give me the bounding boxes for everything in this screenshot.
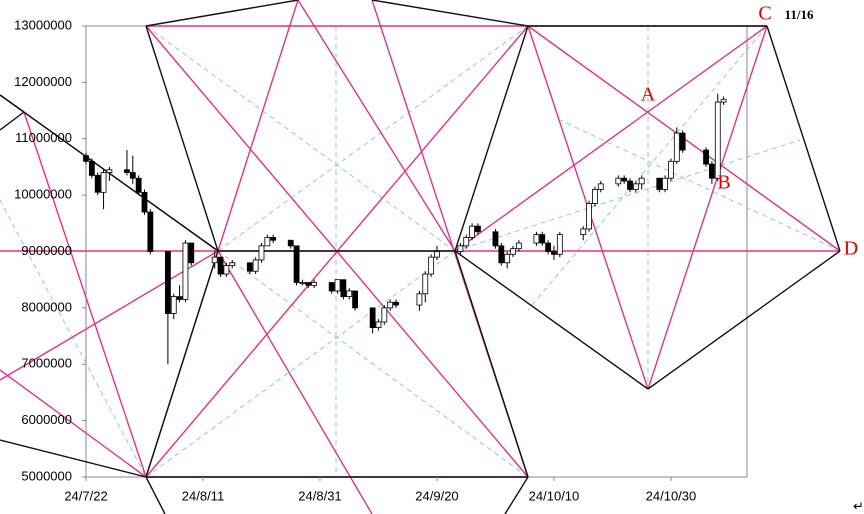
candle-body	[592, 189, 598, 204]
candle-body	[387, 301, 394, 309]
candle-body	[369, 307, 376, 329]
x-tick-label: 24/9/20	[415, 488, 458, 503]
candle-body	[668, 160, 674, 179]
y-tick-label: 13000000	[14, 17, 72, 32]
y-tick-label: 5000000	[21, 468, 72, 483]
y-tick-label: 12000000	[14, 74, 72, 89]
annotation: B	[717, 172, 730, 194]
candle-body	[457, 245, 464, 252]
candle-body	[545, 242, 552, 252]
candle-body	[463, 237, 470, 247]
footer-mark: ↵	[853, 498, 864, 513]
candle-body	[551, 251, 557, 255]
candle-body	[182, 242, 189, 300]
candle-body	[223, 265, 230, 275]
y-tick-label: 6000000	[21, 412, 72, 427]
candle-body	[346, 290, 353, 297]
candle-body	[662, 177, 669, 190]
candle-body	[170, 296, 177, 314]
candle-body	[422, 273, 429, 295]
annotation: 11/16	[785, 7, 814, 22]
candle-body	[129, 172, 136, 179]
y-tick-label: 10000000	[14, 187, 72, 202]
y-tick-label: 7000000	[21, 356, 72, 371]
annotation: A	[641, 84, 656, 106]
candle-body	[375, 321, 382, 329]
candle-body	[100, 172, 107, 193]
y-tick-label: 8000000	[21, 299, 72, 314]
x-tick-label: 24/8/31	[298, 488, 341, 503]
candle-body	[94, 174, 101, 193]
candle-body	[334, 279, 341, 292]
candle-body	[176, 296, 183, 300]
candle-body	[416, 293, 423, 306]
candle-body	[217, 256, 224, 275]
candle-body	[246, 262, 253, 272]
candle-body	[632, 183, 639, 190]
candle-body	[164, 251, 171, 314]
x-tick-label: 24/10/10	[529, 488, 580, 503]
candle-body	[124, 169, 130, 173]
candle-body	[556, 234, 563, 255]
candle-body	[621, 177, 628, 182]
candle-body	[299, 282, 306, 284]
candle-body	[515, 242, 522, 250]
annotation: D	[844, 238, 858, 260]
y-tick-label: 11000000	[15, 130, 72, 145]
candle-body	[714, 101, 721, 179]
candle-body	[211, 256, 218, 264]
candle-body	[533, 234, 540, 244]
candle-body	[656, 177, 663, 190]
candle-body	[679, 132, 686, 151]
candle-body	[83, 155, 89, 162]
candle-body	[252, 259, 259, 272]
candle-body	[264, 237, 271, 247]
candle-body	[328, 282, 335, 292]
candle-body	[504, 253, 511, 264]
candle-body	[638, 177, 645, 185]
candle-body	[188, 242, 195, 264]
candle-body	[709, 163, 715, 179]
candle-body	[586, 203, 592, 230]
candle-body	[287, 239, 294, 247]
candle-body	[539, 234, 546, 244]
candle-body	[720, 98, 727, 103]
annotation: C	[758, 3, 771, 25]
candle-body	[141, 191, 148, 213]
candle-body	[311, 282, 318, 286]
candle-body	[393, 301, 399, 306]
x-tick-label: 24/7/22	[64, 488, 107, 503]
overlay	[0, 0, 841, 514]
candle-body	[615, 177, 622, 185]
candle-body	[510, 248, 516, 255]
candle-body	[305, 282, 312, 286]
x-tick-label: 24/10/30	[646, 488, 697, 503]
candle-body	[498, 245, 505, 264]
candle-body	[434, 251, 440, 258]
candle-body	[703, 149, 709, 165]
candle-body	[270, 237, 277, 241]
candle-body	[340, 279, 347, 298]
candle-body	[492, 231, 499, 247]
candle-body	[352, 290, 358, 309]
x-tick-label: 24/8/11	[182, 488, 224, 503]
candle-body	[673, 132, 680, 162]
candles	[83, 93, 727, 365]
candle-body	[627, 180, 633, 190]
candle-body	[428, 256, 435, 275]
candle-body	[475, 225, 481, 233]
candle-body	[88, 160, 95, 176]
y-tick-label: 9000000	[21, 243, 72, 258]
candle-body	[106, 169, 113, 173]
candle-body	[469, 225, 475, 238]
candle-body	[258, 245, 265, 261]
candle-body	[229, 262, 236, 266]
candle-body	[135, 177, 142, 193]
candle-body	[147, 211, 154, 252]
candle-body	[597, 183, 604, 190]
candle-body	[293, 245, 300, 283]
candle-body	[381, 307, 388, 323]
candle-body	[580, 228, 587, 235]
